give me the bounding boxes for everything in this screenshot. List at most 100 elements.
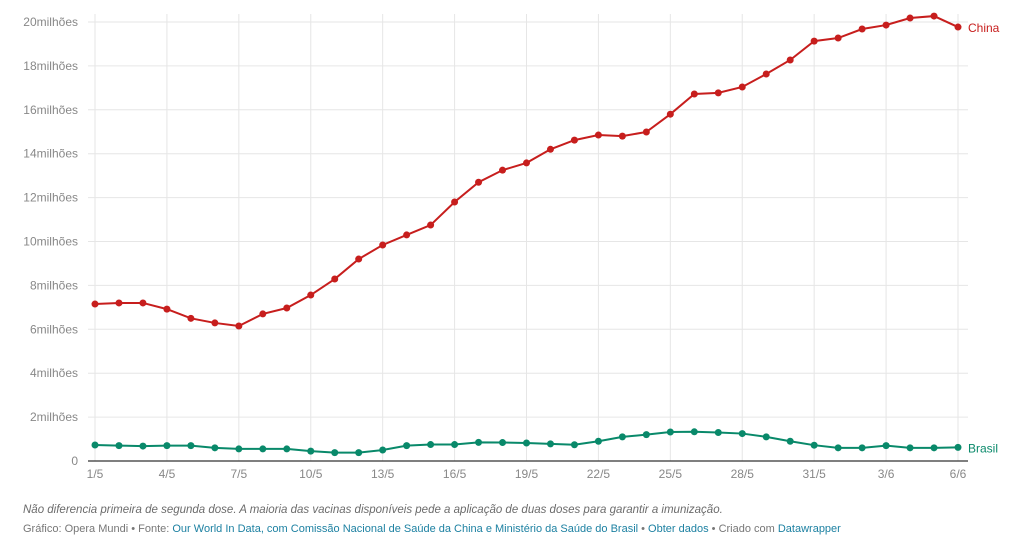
brasil-point [618,433,626,441]
china-series-label: China [968,21,1000,35]
china-point [594,131,602,139]
china-point [451,198,459,206]
x-tick-label: 10/5 [299,467,323,481]
brasil-point [403,442,411,450]
separator: • [128,523,139,535]
china-point [786,56,794,64]
brasil-point [475,438,483,446]
chart-notes: Não diferencia primeira de segunda dose.… [23,504,723,516]
brasil-point [163,442,171,450]
china-point [618,132,626,140]
china-point [475,178,483,186]
x-tick-label: 31/5 [802,467,826,481]
brasil-point [906,444,914,452]
china-point [91,300,99,308]
china-point [283,304,291,312]
brasil-point [834,444,842,452]
x-tick-label: 7/5 [230,467,247,481]
source-label: Fonte: [138,523,173,535]
brasil-point [139,442,147,450]
brasil-point [307,447,315,455]
y-tick-label: 12milhões [23,191,78,205]
y-tick-label: 4milhões [30,366,78,380]
china-point [259,310,267,318]
brasil-point [786,437,794,445]
brasil-point [714,428,722,436]
brasil-point [642,431,650,439]
x-tick-label: 4/5 [159,467,176,481]
get-data-link[interactable]: Obter dados [648,523,709,535]
china-point [954,23,962,31]
x-tick-label: 6/6 [950,467,967,481]
china-point [187,314,195,322]
brasil-point [427,441,435,449]
x-tick-label: 16/5 [443,467,467,481]
brasil-point [810,441,818,449]
china-point [355,255,363,263]
y-tick-label: 10milhões [23,235,78,249]
china-point [810,37,818,45]
x-tick-label: 3/6 [878,467,895,481]
y-tick-label: 16milhões [23,103,78,117]
china-point [738,83,746,91]
brasil-point [499,439,507,447]
x-tick-label: 28/5 [731,467,755,481]
china-point [570,136,578,144]
china-point [403,231,411,239]
brasil-point [594,437,602,445]
china-point [834,34,842,42]
brasil-point [331,449,339,457]
china-point [139,299,147,307]
brasil-series-label: Brasil [968,441,998,455]
china-point [714,89,722,97]
brasil-point [91,441,99,449]
china-point [499,166,507,174]
china-point [115,299,123,307]
brasil-point [762,433,770,441]
china-point [307,291,315,299]
china-point [427,221,435,229]
china-point [211,319,219,327]
brasil-point [451,441,459,449]
china-point [642,128,650,136]
y-tick-label: 18milhões [23,59,78,73]
china-point [546,145,554,153]
brasil-point [187,442,195,450]
datawrapper-link[interactable]: Datawrapper [777,523,841,535]
brasil-point [882,442,890,450]
china-point [762,70,770,78]
china-point [930,12,938,20]
china-point [331,275,339,283]
brasil-point [666,428,674,436]
line-chart: 0 2milhões 4milhões 6milhões 8milhões 10milhõ… [23,12,1000,481]
x-tick-label: 13/5 [371,467,395,481]
chart-credit: Gráfico: Opera Mundi [23,523,129,535]
brasil-point [546,440,554,448]
brasil-point [211,444,219,452]
separator: • [708,523,719,535]
brasil-point [690,428,698,436]
brasil-point [738,430,746,438]
x-tick-label: 22/5 [587,467,611,481]
brasil-point [355,449,363,457]
brasil-point [930,444,938,452]
x-tick-label: 25/5 [659,467,683,481]
china-point [235,322,243,330]
created-label: Criado com [718,523,778,535]
brasil-point [259,445,267,453]
separator: • [638,523,649,535]
brasil-point [235,445,243,453]
y-tick-label: 6milhões [30,322,78,336]
brasil-point [115,442,123,450]
china-point [523,159,530,167]
chart-footer: Gráfico: Opera Mundi • Fonte: Our World … [23,523,841,535]
brasil-point [379,446,387,454]
china-point [666,110,674,118]
source-link[interactable]: Our World In Data, com Comissão Nacional… [172,523,639,535]
x-tick-label: 19/5 [515,467,539,481]
y-tick-label: 2milhões [30,410,78,424]
brasil-point [858,444,866,452]
y-tick-label: 14milhões [23,147,78,161]
china-point [882,21,890,29]
